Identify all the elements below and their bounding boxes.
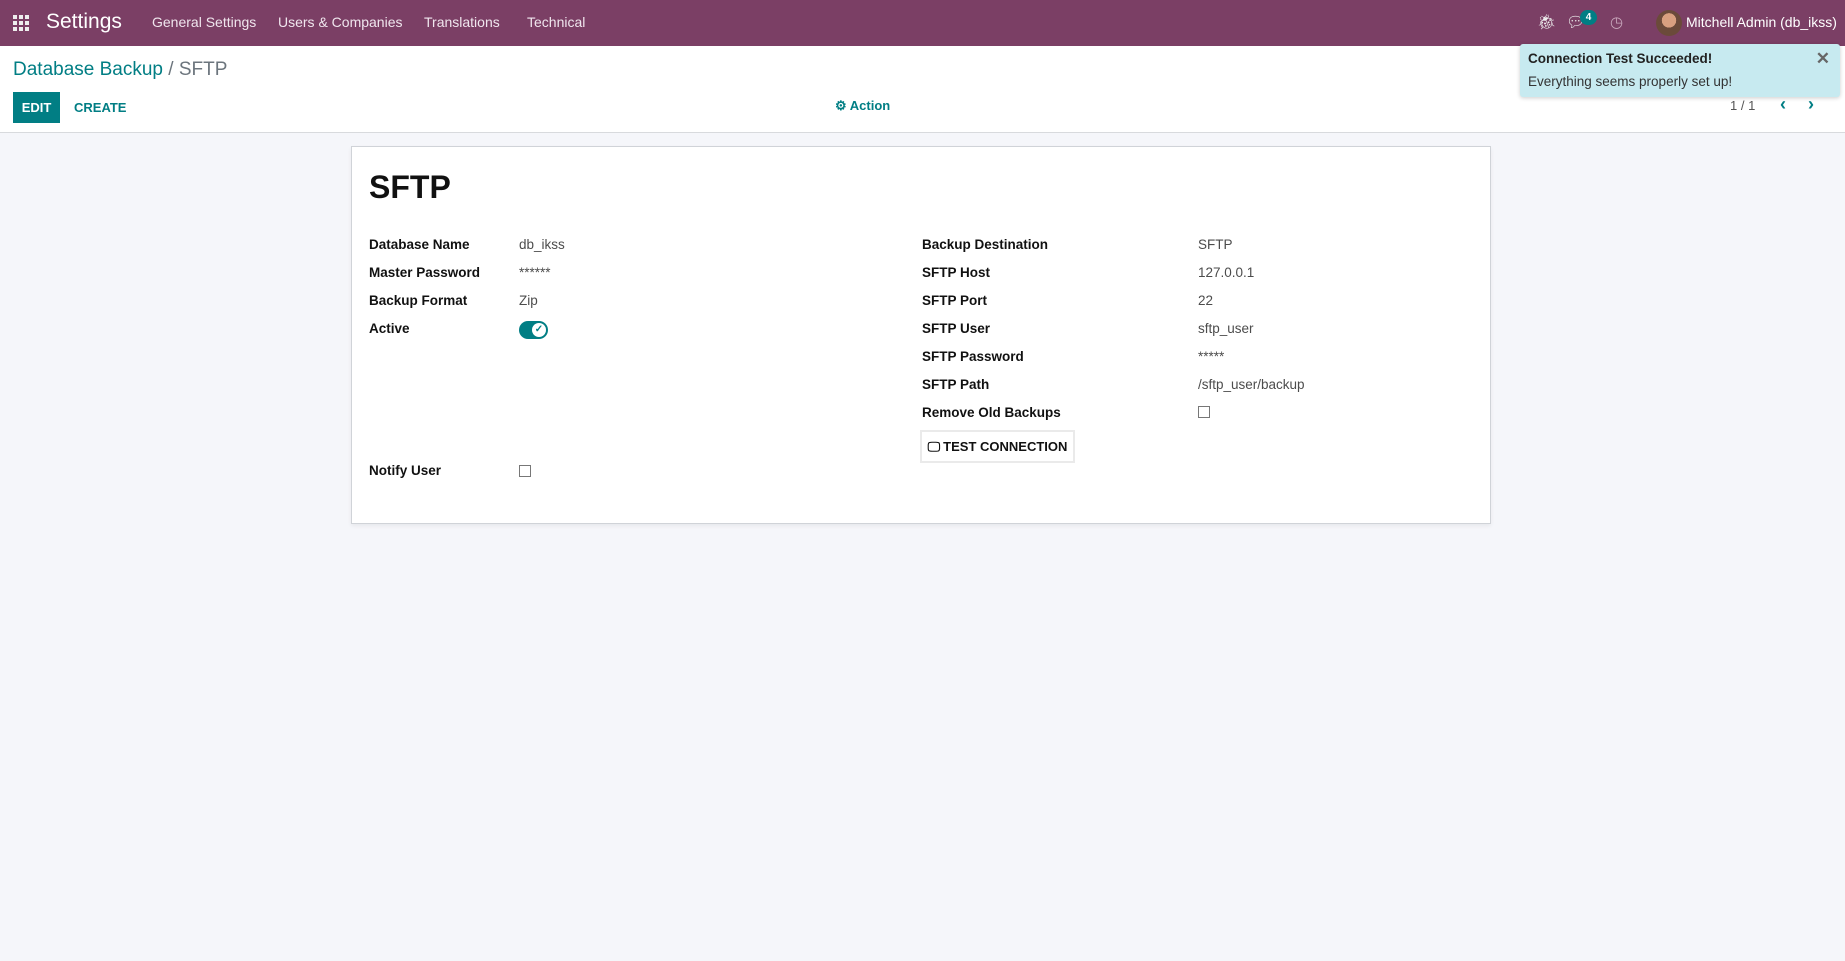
label-sftp-password: SFTP Password <box>922 349 1024 364</box>
label-backup-format: Backup Format <box>369 293 468 308</box>
create-button[interactable]: CREATE <box>74 100 127 115</box>
pager-next-icon[interactable]: › <box>1808 94 1814 114</box>
label-sftp-host: SFTP Host <box>922 265 991 280</box>
app-title[interactable]: Settings <box>46 10 122 33</box>
label-active: Active <box>369 321 410 336</box>
debug-bug-icon[interactable]: 🐞︎ <box>1537 14 1557 31</box>
menu-translations[interactable]: Translations <box>424 14 500 30</box>
notification-toast: Connection Test Succeeded! Everything se… <box>1520 44 1840 97</box>
value-backup-format: Zip <box>519 293 538 308</box>
value-master-password: ****** <box>519 265 551 280</box>
test-connection-label: TEST CONNECTION <box>943 439 1068 454</box>
label-sftp-user: SFTP User <box>922 321 991 336</box>
value-backup-destination: SFTP <box>1198 237 1233 252</box>
pager-previous-icon[interactable]: ‹ <box>1780 94 1786 114</box>
close-icon[interactable]: ✕ <box>1815 49 1830 68</box>
menu-technical[interactable]: Technical <box>527 14 586 30</box>
form-sheet: SFTP Database Name db_ikss Master Passwo… <box>351 146 1491 524</box>
apps-menu-icon[interactable] <box>13 15 29 31</box>
value-sftp-path: /sftp_user/backup <box>1198 377 1305 392</box>
label-sftp-port: SFTP Port <box>922 293 988 308</box>
breadcrumb-separator: / <box>163 59 179 80</box>
monitor-icon: 🖵︎ <box>927 438 941 454</box>
value-sftp-password: ***** <box>1198 349 1225 364</box>
label-master-password: Master Password <box>369 265 481 280</box>
record-title: SFTP <box>369 169 451 205</box>
active-toggle[interactable] <box>519 321 548 339</box>
activity-clock-icon[interactable]: ◷ <box>1610 14 1624 31</box>
value-database-name: db_ikss <box>519 237 565 252</box>
breadcrumb-parent[interactable]: Database Backup <box>13 59 163 80</box>
menu-general-settings[interactable]: General Settings <box>152 14 257 30</box>
notify-user-checkbox[interactable] <box>519 465 531 477</box>
value-sftp-host: 127.0.0.1 <box>1198 265 1255 280</box>
label-notify-user: Notify User <box>369 463 442 478</box>
toast-title: Connection Test Succeeded! <box>1528 51 1713 66</box>
user-menu[interactable]: Mitchell Admin (db_ikss) <box>1686 14 1837 30</box>
menu-users-companies[interactable]: Users & Companies <box>278 14 403 30</box>
avatar[interactable] <box>1656 10 1682 36</box>
pager-value[interactable]: 1 / 1 <box>1730 98 1756 113</box>
value-sftp-user: sftp_user <box>1198 321 1254 336</box>
label-backup-destination: Backup Destination <box>922 237 1049 252</box>
breadcrumb-current: SFTP <box>178 59 228 80</box>
label-sftp-path: SFTP Path <box>922 377 990 392</box>
toast-message: Everything seems properly set up! <box>1528 74 1733 89</box>
message-count-badge: 4 <box>1580 10 1597 25</box>
gear-icon: ⚙ <box>835 98 850 113</box>
breadcrumb: Database Backup / SFTP <box>13 59 227 81</box>
action-label: Action <box>849 98 891 113</box>
label-database-name: Database Name <box>369 237 470 252</box>
edit-button[interactable]: EDIT <box>13 92 60 123</box>
action-dropdown[interactable]: ⚙ Action <box>835 98 890 114</box>
top-navbar: Settings General Settings Users & Compan… <box>0 0 1845 46</box>
value-sftp-port: 22 <box>1198 293 1214 308</box>
test-connection-button[interactable]: 🖵︎ TEST CONNECTION <box>920 430 1075 463</box>
remove-old-backups-checkbox[interactable] <box>1198 406 1210 418</box>
label-remove-old-backups: Remove Old Backups <box>922 405 1061 420</box>
